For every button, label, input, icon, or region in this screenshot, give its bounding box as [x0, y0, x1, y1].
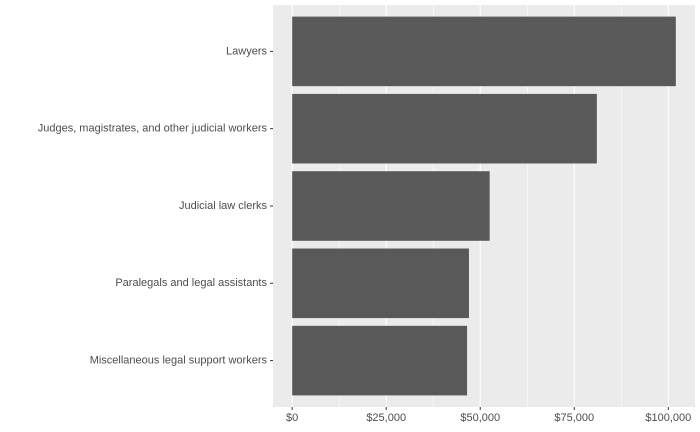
x-tick-label: $100,000 — [645, 412, 691, 424]
x-axis: $0 $25,000 $50,000 $75,000 $100,000 — [286, 407, 691, 424]
bar — [292, 248, 469, 319]
bars — [292, 16, 676, 396]
x-tick-label: $75,000 — [554, 412, 594, 424]
y-tick-label: Judges, magistrates, and other judicial … — [38, 123, 268, 135]
bar — [292, 16, 676, 87]
y-tick-label: Paralegals and legal assistants — [115, 277, 267, 289]
y-tick-label: Lawyers — [226, 45, 267, 57]
y-tick-label: Miscellaneous legal support workers — [90, 355, 268, 367]
bar — [292, 171, 490, 241]
bar — [292, 325, 468, 396]
x-tick-label: $0 — [286, 412, 298, 424]
x-tick-label: $25,000 — [366, 412, 406, 424]
x-tick-label: $50,000 — [460, 412, 500, 424]
bar — [292, 93, 597, 164]
y-axis: Lawyers Judges, magistrates, and other ju… — [38, 45, 273, 367]
y-tick-label: Judicial law clerks — [179, 200, 268, 212]
